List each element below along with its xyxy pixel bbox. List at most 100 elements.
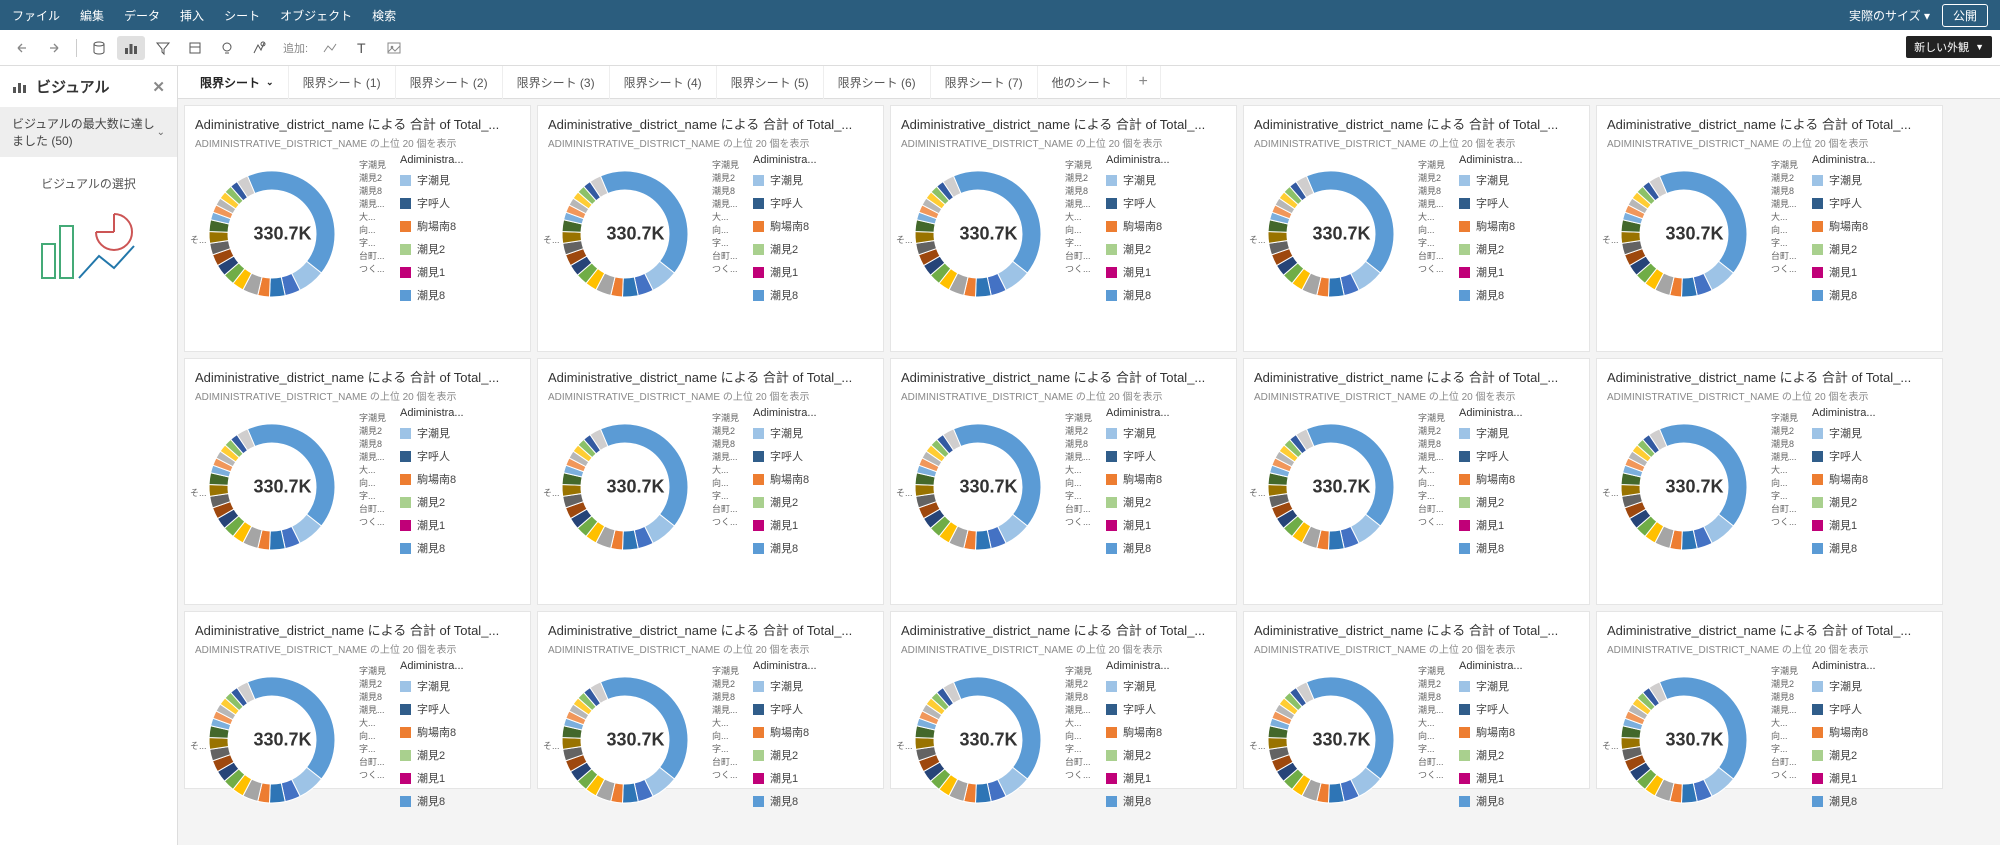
legend-item[interactable]: 駒場南8 [753, 471, 873, 487]
legend-item[interactable]: 潮見1 [1106, 770, 1226, 786]
legend-item[interactable]: 駒場南8 [1459, 724, 1579, 740]
legend-item[interactable]: 字潮見 [1459, 425, 1579, 441]
legend-item[interactable]: 潮見8 [753, 793, 873, 809]
legend-item[interactable]: 字潮見 [1106, 678, 1226, 694]
menu-edit[interactable]: 編集 [80, 7, 104, 24]
legend-item[interactable]: 潮見1 [1106, 517, 1226, 533]
visual-card[interactable]: Adiministrative_district_name による 合計 of … [1596, 358, 1943, 605]
legend-item[interactable]: 字潮見 [1106, 425, 1226, 441]
legend-item[interactable]: 字潮見 [400, 425, 520, 441]
legend-item[interactable]: 字潮見 [1106, 172, 1226, 188]
legend-item[interactable]: 潮見1 [753, 264, 873, 280]
donut-chart[interactable]: 330.7K 字潮見潮見2潮見8潮見...大...向...字...台町...つく… [1607, 407, 1782, 567]
legend-item[interactable]: 潮見1 [1459, 517, 1579, 533]
legend-item[interactable]: 駒場南8 [753, 724, 873, 740]
legend-item[interactable]: 潮見1 [1106, 264, 1226, 280]
legend-item[interactable]: 潮見2 [753, 747, 873, 763]
visual-card[interactable]: Adiministrative_district_name による 合計 of … [890, 105, 1237, 352]
visual-type-picker[interactable] [12, 206, 165, 286]
legend-item[interactable]: 潮見1 [400, 264, 520, 280]
legend-item[interactable]: 潮見8 [400, 793, 520, 809]
legend-item[interactable]: 字呼人 [1459, 448, 1579, 464]
visuals-icon[interactable] [117, 36, 145, 60]
donut-chart[interactable]: 330.7K 字潮見潮見2潮見8潮見...大...向...字...台町...つく… [1254, 154, 1429, 314]
side-panel-max-msg[interactable]: ビジュアルの最大数に達しました (50) ⌄ [0, 107, 177, 157]
donut-chart[interactable]: 330.7K 字潮見潮見2潮見8潮見...大...向...字...台町...つく… [195, 407, 370, 567]
legend-item[interactable]: 字呼人 [1812, 195, 1932, 211]
legend-item[interactable]: 駒場南8 [1812, 218, 1932, 234]
menu-search[interactable]: 検索 [372, 7, 396, 24]
donut-chart[interactable]: 330.7K 字潮見潮見2潮見8潮見...大...向...字...台町...つく… [901, 660, 1076, 820]
visual-card[interactable]: Adiministrative_district_name による 合計 of … [537, 105, 884, 352]
legend-item[interactable]: 字呼人 [400, 448, 520, 464]
legend-item[interactable]: 潮見2 [1459, 494, 1579, 510]
tab-5[interactable]: 限界シート (5) [717, 66, 824, 99]
tab-4[interactable]: 限界シート (4) [610, 66, 717, 99]
legend-item[interactable]: 字呼人 [400, 195, 520, 211]
legend-item[interactable]: 潮見2 [1812, 241, 1932, 257]
legend-item[interactable]: 字呼人 [753, 195, 873, 211]
legend-item[interactable]: 駒場南8 [400, 724, 520, 740]
tab-6[interactable]: 限界シート (6) [824, 66, 931, 99]
legend-item[interactable]: 潮見1 [753, 517, 873, 533]
legend-item[interactable]: 駒場南8 [1812, 724, 1932, 740]
visual-card[interactable]: Adiministrative_district_name による 合計 of … [1596, 611, 1943, 789]
visual-card[interactable]: Adiministrative_district_name による 合計 of … [184, 358, 531, 605]
legend-item[interactable]: 潮見1 [1459, 264, 1579, 280]
legend-item[interactable]: 字呼人 [400, 701, 520, 717]
legend-item[interactable]: 駒場南8 [1459, 471, 1579, 487]
legend-item[interactable]: 潮見1 [1812, 770, 1932, 786]
visual-card[interactable]: Adiministrative_district_name による 合計 of … [890, 358, 1237, 605]
undo-icon[interactable] [8, 36, 36, 60]
visual-card[interactable]: Adiministrative_district_name による 合計 of … [890, 611, 1237, 789]
menu-object[interactable]: オブジェクト [280, 7, 352, 24]
add-tab-button[interactable]: + [1127, 66, 1161, 99]
zoom-size-dropdown[interactable]: 実際のサイズ ▾ [1849, 7, 1930, 24]
donut-chart[interactable]: 330.7K 字潮見潮見2潮見8潮見...大...向...字...台町...つく… [1254, 407, 1429, 567]
legend-item[interactable]: 潮見2 [1106, 494, 1226, 510]
filter-icon[interactable] [149, 36, 177, 60]
donut-chart[interactable]: 330.7K 字潮見潮見2潮見8潮見...大...向...字...台町...つく… [548, 154, 723, 314]
legend-item[interactable]: 字呼人 [1106, 701, 1226, 717]
legend-item[interactable]: 字呼人 [753, 448, 873, 464]
legend-item[interactable]: 潮見2 [1812, 494, 1932, 510]
legend-item[interactable]: 潮見2 [1106, 241, 1226, 257]
donut-chart[interactable]: 330.7K 字潮見潮見2潮見8潮見...大...向...字...台町...つく… [1254, 660, 1429, 820]
legend-item[interactable]: 駒場南8 [400, 218, 520, 234]
visual-card[interactable]: Adiministrative_district_name による 合計 of … [537, 358, 884, 605]
visual-card[interactable]: Adiministrative_district_name による 合計 of … [1243, 105, 1590, 352]
legend-item[interactable]: 潮見8 [1812, 540, 1932, 556]
legend-item[interactable]: 潮見8 [1459, 287, 1579, 303]
legend-item[interactable]: 字呼人 [1106, 448, 1226, 464]
visual-card[interactable]: Adiministrative_district_name による 合計 of … [184, 105, 531, 352]
legend-item[interactable]: 潮見2 [1459, 747, 1579, 763]
legend-item[interactable]: 駒場南8 [1812, 471, 1932, 487]
visual-card[interactable]: Adiministrative_district_name による 合計 of … [1243, 611, 1590, 789]
visual-card[interactable]: Adiministrative_district_name による 合計 of … [537, 611, 884, 789]
menu-sheet[interactable]: シート [224, 7, 260, 24]
legend-item[interactable]: 字潮見 [753, 425, 873, 441]
legend-item[interactable]: 潮見1 [1812, 517, 1932, 533]
legend-item[interactable]: 字潮見 [753, 172, 873, 188]
menu-insert[interactable]: 挿入 [180, 7, 204, 24]
legend-item[interactable]: 潮見8 [1459, 540, 1579, 556]
legend-item[interactable]: 潮見1 [1459, 770, 1579, 786]
donut-chart[interactable]: 330.7K 字潮見潮見2潮見8潮見...大...向...字...台町...つく… [901, 154, 1076, 314]
insight-icon[interactable] [213, 36, 241, 60]
add-text-icon[interactable]: T [348, 36, 376, 60]
legend-item[interactable]: 字潮見 [400, 678, 520, 694]
legend-item[interactable]: 字呼人 [1106, 195, 1226, 211]
tab-0[interactable]: 限界シート⌄ [186, 66, 289, 99]
parameter-icon[interactable] [181, 36, 209, 60]
dataset-icon[interactable] [85, 36, 113, 60]
legend-item[interactable]: 駒場南8 [753, 218, 873, 234]
legend-item[interactable]: 字潮見 [1812, 678, 1932, 694]
menu-file[interactable]: ファイル [12, 7, 60, 24]
legend-item[interactable]: 駒場南8 [1106, 218, 1226, 234]
legend-item[interactable]: 潮見1 [1812, 264, 1932, 280]
legend-item[interactable]: 潮見8 [1812, 287, 1932, 303]
publish-button[interactable]: 公開 [1942, 4, 1988, 27]
legend-item[interactable]: 潮見2 [1106, 747, 1226, 763]
legend-item[interactable]: 字潮見 [753, 678, 873, 694]
donut-chart[interactable]: 330.7K 字潮見潮見2潮見8潮見...大...向...字...台町...つく… [548, 660, 723, 820]
